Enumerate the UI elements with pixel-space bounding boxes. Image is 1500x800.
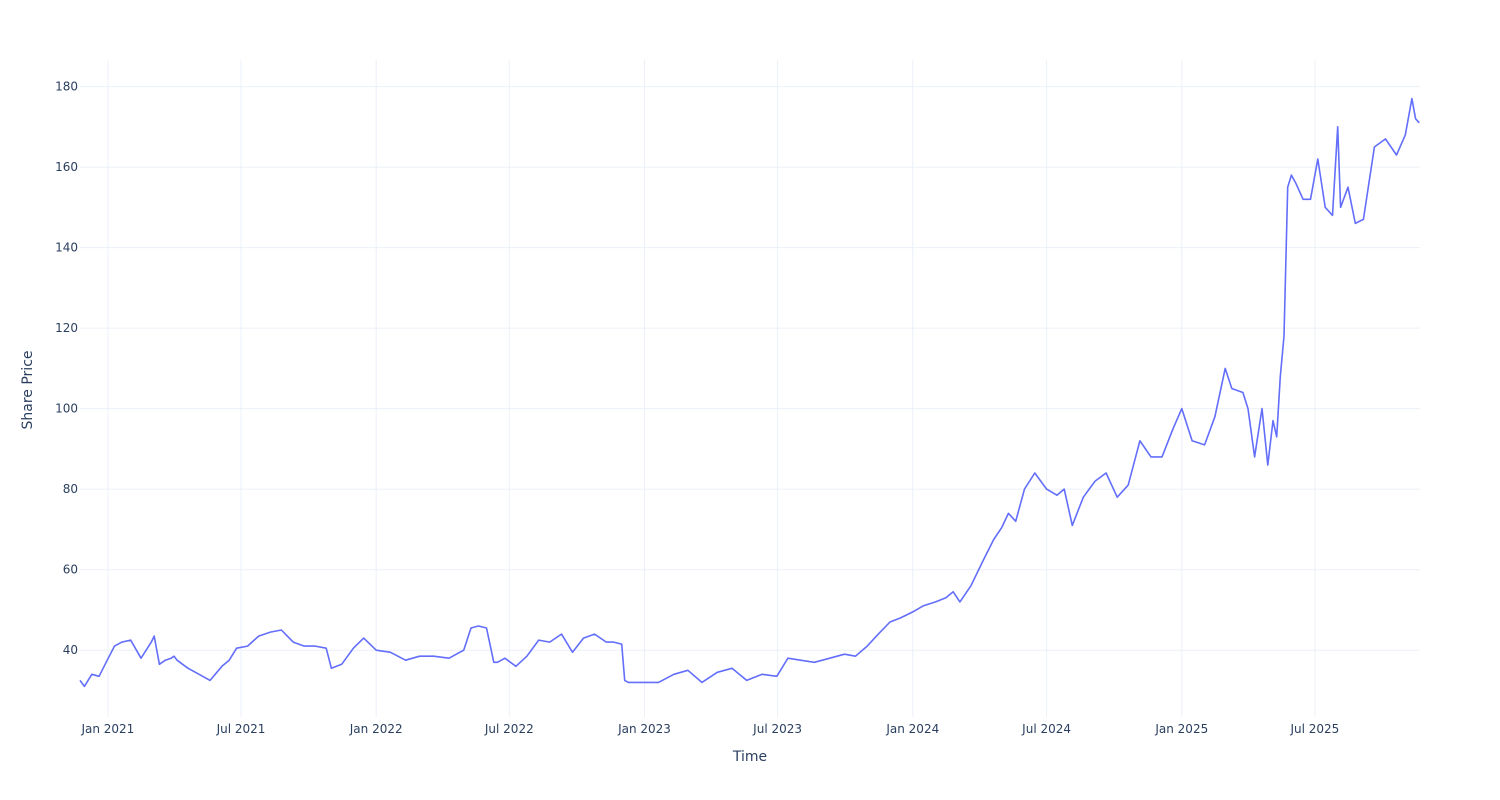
x-tick-label: Jan 2024 xyxy=(885,722,939,736)
y-gridlines xyxy=(80,86,1420,651)
x-tick-label: Jul 2022 xyxy=(484,722,534,736)
series-layer xyxy=(79,97,1420,688)
y-tick-label: 140 xyxy=(55,241,78,255)
x-tick-label: Jan 2021 xyxy=(80,722,134,736)
x-tick-label: Jan 2022 xyxy=(349,722,403,736)
x-gridlines xyxy=(107,60,1316,717)
x-tick-label: Jul 2024 xyxy=(1021,722,1071,736)
y-axis-ticks: 40 60 80 100 120 140 160 180 xyxy=(55,80,78,658)
y-tick-label: 180 xyxy=(55,80,78,94)
y-tick-label: 60 xyxy=(63,563,78,577)
x-axis-ticks: Jan 2021 Jul 2021 Jan 2022 Jul 2022 Jan 2023… xyxy=(80,722,1339,736)
y-tick-label: 80 xyxy=(63,482,78,496)
x-axis-title: Time xyxy=(732,749,767,765)
y-tick-label: 120 xyxy=(55,321,78,335)
share-price-line xyxy=(79,97,1420,688)
x-tick-label: Jul 2023 xyxy=(752,722,802,736)
y-tick-label: 40 xyxy=(63,643,78,657)
x-tick-label: Jan 2023 xyxy=(617,722,671,736)
x-tick-label: Jul 2025 xyxy=(1289,722,1339,736)
y-axis-title: Share Price xyxy=(20,350,36,429)
y-tick-label: 160 xyxy=(55,160,78,174)
x-tick-label: Jan 2025 xyxy=(1154,722,1208,736)
x-tick-label: Jul 2021 xyxy=(216,722,266,736)
y-tick-label: 100 xyxy=(55,402,78,416)
